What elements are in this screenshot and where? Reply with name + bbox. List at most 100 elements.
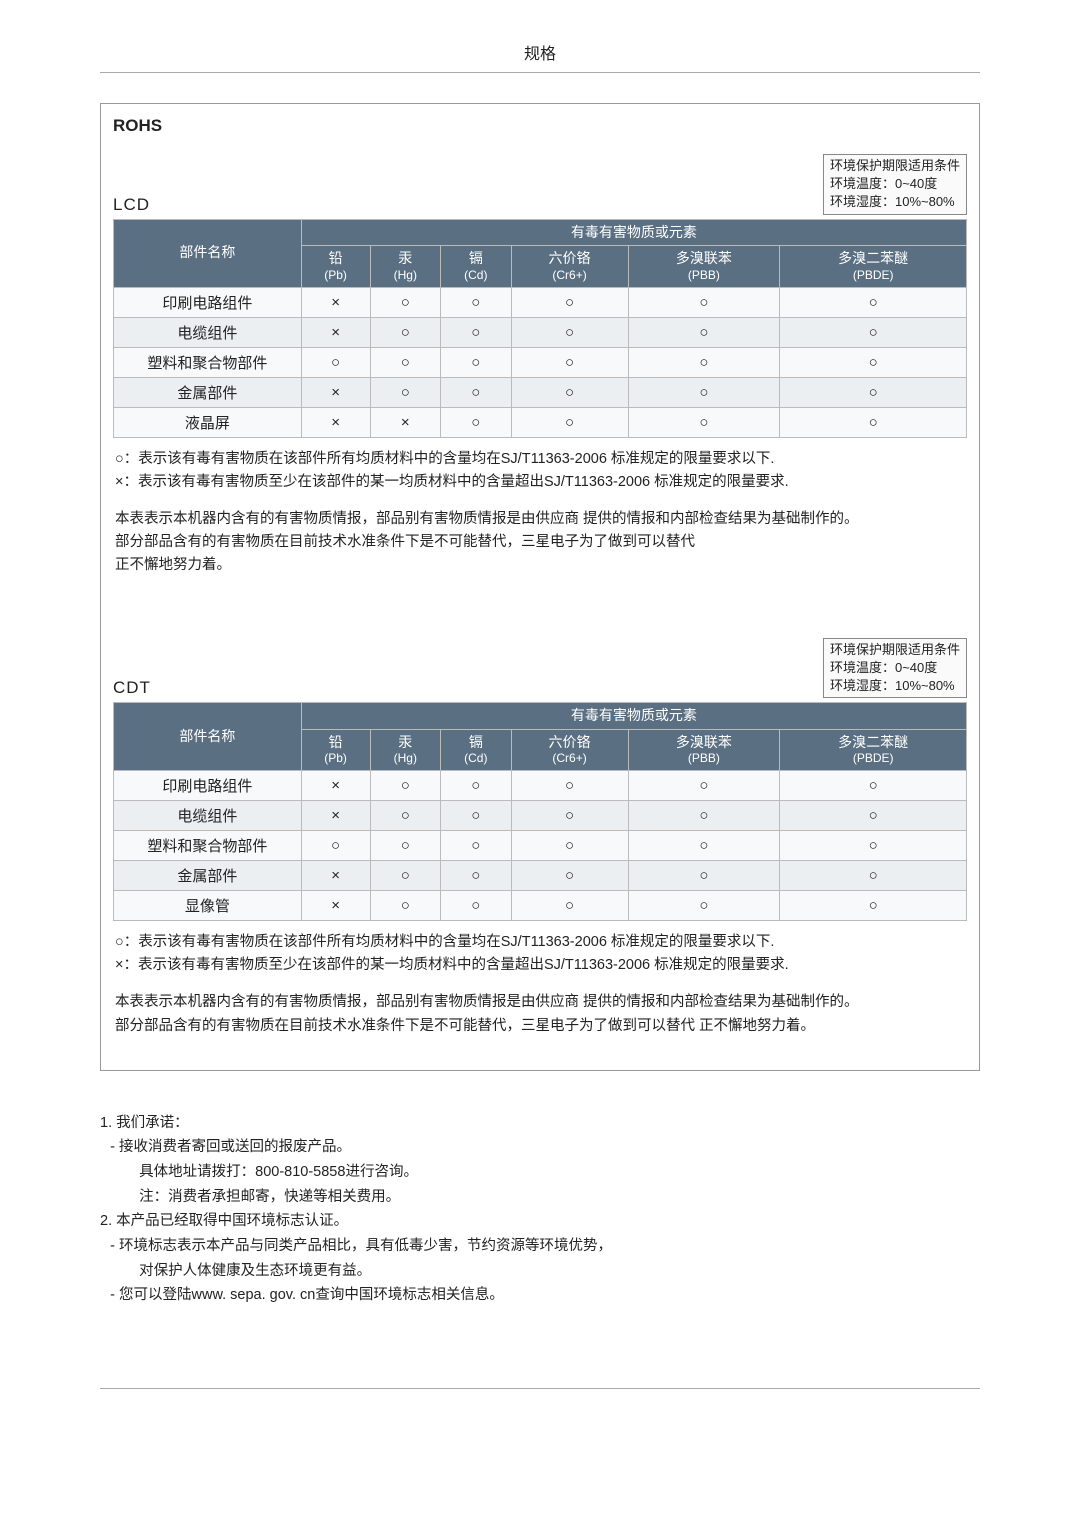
substance-mark-cell: ○ — [511, 317, 628, 347]
substance-mark-cell: ○ — [511, 377, 628, 407]
component-name-cell: 液晶屏 — [114, 407, 302, 437]
substance-mark-cell: ○ — [628, 287, 780, 317]
table-row: 塑料和聚合物部件○○○○○○ — [114, 831, 967, 861]
substance-mark-cell: ○ — [780, 347, 967, 377]
section-gap — [113, 598, 967, 638]
substance-mark-cell: × — [301, 287, 370, 317]
component-name-cell: 印刷电路组件 — [114, 287, 302, 317]
table-row: 液晶屏××○○○○ — [114, 407, 967, 437]
substance-mark-cell: ○ — [780, 831, 967, 861]
substance-mark-cell: ○ — [370, 377, 441, 407]
substance-mark-cell: ○ — [370, 771, 441, 801]
substance-mark-cell: × — [370, 407, 441, 437]
substance-mark-cell: ○ — [628, 891, 780, 921]
note-paragraph: ○：表示该有毒有害物质在该部件所有均质材料中的含量均在SJ/T11363-200… — [115, 448, 965, 494]
substance-mark-cell: ○ — [628, 377, 780, 407]
substance-mark-cell: ○ — [511, 287, 628, 317]
substance-mark-cell: ○ — [780, 771, 967, 801]
substance-column: 六价铬(Cr6+) — [511, 246, 628, 288]
note-paragraph: ○：表示该有毒有害物质在该部件所有均质材料中的含量均在SJ/T11363-200… — [115, 931, 965, 977]
device-label: LCD — [113, 195, 150, 215]
component-name-cell: 印刷电路组件 — [114, 771, 302, 801]
substance-mark-cell: × — [301, 861, 370, 891]
substance-mark-cell: ○ — [511, 891, 628, 921]
substance-mark-cell: ○ — [370, 347, 441, 377]
substance-mark-cell: ○ — [780, 317, 967, 347]
substance-mark-cell: ○ — [370, 317, 441, 347]
component-name-cell: 塑料和聚合物部件 — [114, 831, 302, 861]
col-substances-group: 有毒有害物质或元素 — [301, 703, 966, 730]
substance-mark-cell: ○ — [301, 831, 370, 861]
substance-column: 镉(Cd) — [441, 246, 512, 288]
substance-mark-cell: ○ — [780, 801, 967, 831]
commitment-line: 对保护人体健康及生态环境更有益。 — [100, 1259, 980, 1284]
substance-column: 汞(Hg) — [370, 729, 441, 771]
col-component: 部件名称 — [114, 703, 302, 771]
substance-mark-cell: ○ — [370, 891, 441, 921]
component-name-cell: 金属部件 — [114, 377, 302, 407]
rohs-title: ROHS — [113, 116, 967, 136]
substance-mark-cell: ○ — [511, 407, 628, 437]
substance-mark-cell: × — [301, 317, 370, 347]
substance-mark-cell: ○ — [628, 861, 780, 891]
substance-mark-cell: ○ — [441, 347, 512, 377]
substance-mark-cell: ○ — [628, 347, 780, 377]
env-conditions-box: 环境保护期限适用条件环境温度：0~40度环境湿度：10%~80% — [823, 154, 967, 215]
substance-mark-cell: ○ — [441, 377, 512, 407]
table-row: 电缆组件×○○○○○ — [114, 801, 967, 831]
substance-mark-cell: ○ — [370, 861, 441, 891]
commitment-line: 具体地址请拨打：800-810-5858进行咨询。 — [100, 1160, 980, 1185]
commitment-line: 注：消费者承担邮寄，快递等相关费用。 — [100, 1185, 980, 1210]
substance-mark-cell: ○ — [441, 801, 512, 831]
substance-mark-cell: ○ — [780, 287, 967, 317]
substance-column: 多溴联苯(PBB) — [628, 246, 780, 288]
component-name-cell: 电缆组件 — [114, 801, 302, 831]
substance-mark-cell: ○ — [370, 801, 441, 831]
substance-mark-cell: ○ — [780, 407, 967, 437]
substance-column: 多溴二苯醚(PBDE) — [780, 729, 967, 771]
substance-column: 多溴联苯(PBB) — [628, 729, 780, 771]
col-component: 部件名称 — [114, 219, 302, 287]
substance-mark-cell: ○ — [441, 831, 512, 861]
substance-column: 汞(Hg) — [370, 246, 441, 288]
commitments: 1. 我们承诺：- 接收消费者寄回或送回的报废产品。具体地址请拨打：800-81… — [100, 1111, 980, 1308]
substance-mark-cell: × — [301, 891, 370, 921]
table-row: 塑料和聚合物部件○○○○○○ — [114, 347, 967, 377]
substance-mark-cell: ○ — [441, 891, 512, 921]
section-top-row: LCD 环境保护期限适用条件环境温度：0~40度环境湿度：10%~80% — [113, 154, 967, 215]
substance-column: 多溴二苯醚(PBDE) — [780, 246, 967, 288]
component-name-cell: 显像管 — [114, 891, 302, 921]
substance-mark-cell: ○ — [441, 317, 512, 347]
note-paragraph: 本表表示本机器内含有的有害物质情报，部品别有害物质情报是由供应商 提供的情报和内… — [115, 508, 965, 578]
page-header: 规格 — [100, 40, 980, 73]
table-row: 金属部件×○○○○○ — [114, 377, 967, 407]
substance-mark-cell: ○ — [628, 771, 780, 801]
commitment-line: - 接收消费者寄回或送回的报废产品。 — [100, 1135, 980, 1160]
component-name-cell: 金属部件 — [114, 861, 302, 891]
commitment-head: 2. 本产品已经取得中国环境标志认证。 — [100, 1209, 980, 1234]
table-notes: ○：表示该有毒有害物质在该部件所有均质材料中的含量均在SJ/T11363-200… — [113, 921, 967, 1058]
table-notes: ○：表示该有毒有害物质在该部件所有均质材料中的含量均在SJ/T11363-200… — [113, 438, 967, 598]
section-top-row: CDT环境保护期限适用条件环境温度：0~40度环境湿度：10%~80% — [113, 638, 967, 699]
substance-mark-cell: ○ — [780, 861, 967, 891]
substance-mark-cell: ○ — [511, 861, 628, 891]
substance-column: 铅(Pb) — [301, 729, 370, 771]
table-row: 显像管×○○○○○ — [114, 891, 967, 921]
rohs-container: ROHS LCD 环境保护期限适用条件环境温度：0~40度环境湿度：10%~80%… — [100, 103, 980, 1071]
env-line: 环境温度：0~40度 — [830, 175, 960, 193]
env-line: 环境保护期限适用条件 — [830, 641, 960, 659]
env-line: 环境温度：0~40度 — [830, 659, 960, 677]
env-conditions-box: 环境保护期限适用条件环境温度：0~40度环境湿度：10%~80% — [823, 638, 967, 699]
commitment-head: 1. 我们承诺： — [100, 1111, 980, 1136]
substance-mark-cell: ○ — [511, 347, 628, 377]
substance-mark-cell: ○ — [628, 831, 780, 861]
substance-mark-cell: ○ — [441, 287, 512, 317]
substance-mark-cell: ○ — [370, 831, 441, 861]
substance-column: 镉(Cd) — [441, 729, 512, 771]
substance-column: 六价铬(Cr6+) — [511, 729, 628, 771]
env-line: 环境保护期限适用条件 — [830, 157, 960, 175]
substance-mark-cell: × — [301, 377, 370, 407]
substance-mark-cell: × — [301, 771, 370, 801]
substance-column: 铅(Pb) — [301, 246, 370, 288]
component-name-cell: 塑料和聚合物部件 — [114, 347, 302, 377]
